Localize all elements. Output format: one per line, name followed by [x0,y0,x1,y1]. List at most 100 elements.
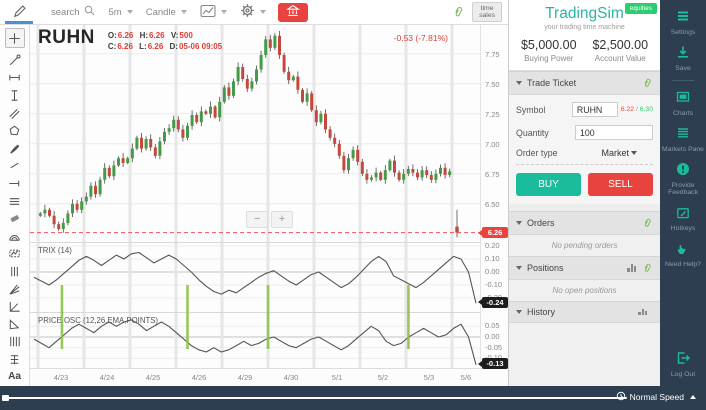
positions-header[interactable]: Positions [509,256,660,280]
zoom-in-button[interactable]: + [271,211,293,228]
speed-control[interactable]: Normal Speed [616,391,696,403]
x-axis-label: 5/2 [377,373,389,382]
quantity-input[interactable] [575,125,653,140]
provide-feedback-icon [675,161,691,180]
price-osc-label: PRICE OSC (12,26,EMA,POINTS) [38,316,159,325]
order-type-select[interactable]: Market [601,148,637,158]
trix-pane[interactable]: TRIX (14) [30,242,480,312]
price-osc-value-badge: -0.13 [478,358,508,370]
trading-sidebar: equities TradingSim your trading time ma… [508,0,660,386]
gann-angles-tool-icon[interactable] [5,298,25,315]
iconbar-item-hotkeys[interactable]: Hotkeys [661,205,705,233]
trix-value-badge: -0.24 [478,296,508,308]
paperclip-icon[interactable] [642,262,653,274]
search-label: search [51,6,80,18]
bar-chart-icon [627,264,636,272]
brush-tool-icon[interactable] [5,140,25,157]
x-axis-label: 4/24 [99,373,115,382]
account-value-stat: $2,500.00 Account Value [592,38,649,63]
iconbar-item-need-help[interactable]: Need Help? [661,241,705,269]
chart-type-value: Candle [145,6,176,18]
draw-tools-tab[interactable] [0,0,38,24]
xabcd-pattern-tool-icon[interactable] [5,246,25,263]
history-header[interactable]: History [509,301,660,323]
iconbar-item-markets-pane[interactable]: Markets Pane [661,125,705,153]
bank-button[interactable] [277,2,308,22]
collapse-triangle-icon [516,81,522,85]
triangle-tool-icon[interactable] [5,316,25,333]
zoom-controls: − + [246,211,293,228]
chevron-down-icon [126,10,133,14]
save-icon [675,44,691,63]
order-type-label: Order type [516,148,558,158]
x-axis-label: 4/23 [53,373,69,382]
attachment-paperclip-icon[interactable] [452,5,465,19]
clock-icon [616,391,626,403]
sell-button[interactable]: SELL [588,173,653,196]
app-tagline: your trading time machine [544,24,625,31]
x-axis-label: 5/6 [460,373,472,382]
gann-grid-tool-icon[interactable] [5,351,25,368]
symbol-input[interactable] [571,102,618,117]
equities-badge: equities [624,3,657,14]
ray-tool-icon[interactable] [5,175,25,192]
chart-toolbar: search 5m Candle [0,0,508,25]
symbol-search[interactable]: search [51,4,96,20]
eraser-tool-icon[interactable] [5,210,25,227]
polygon-tool-icon[interactable] [5,122,25,139]
axis-tick: 0.00 [485,267,500,276]
chevron-up-icon [690,395,696,399]
price-pane[interactable] [30,25,480,242]
trix-indicator-chart[interactable] [30,243,480,312]
horizontal-line-tool-icon[interactable] [5,70,25,87]
trade-ticket-header[interactable]: Trade Ticket [509,71,660,95]
bars-pattern-tool-icon[interactable] [5,334,25,351]
zoom-out-button[interactable]: − [246,211,268,228]
axis-tick: -0.05 [485,342,503,352]
trend-line-tool-icon[interactable] [5,52,25,69]
axis-tick: 0.00 [485,332,500,341]
chart-type-dropdown[interactable]: Candle [146,7,187,18]
vertical-lines-tool-icon[interactable] [5,263,25,280]
chevron-down-icon [220,10,227,14]
iconbar-item-save[interactable]: Save [661,44,705,72]
buy-button[interactable]: BUY [516,173,581,196]
charts-icon [675,89,691,108]
iconbar-item-charts[interactable]: Charts [661,89,705,117]
x-axis-label: 4/25 [145,373,161,382]
x-axis-label: 4/29 [237,373,253,382]
drawing-toolbar: Aa [0,25,30,386]
crosshair-tool-icon[interactable] [4,28,25,48]
x-axis: 4/23 4/24 4/25 4/26 4/29 4/30 5/1 5/2 5/3 5/6 [30,368,508,386]
gann-arcs-tool-icon[interactable] [5,228,25,245]
replay-progress-track[interactable] [3,397,627,399]
short-line-tool-icon[interactable] [5,158,25,175]
iconbar-item-settings[interactable]: Settings [661,8,705,36]
fib-retracement-tool-icon[interactable] [5,193,25,210]
parallel-channel-tool-icon[interactable] [5,105,25,122]
price-axis[interactable]: 7.75 7.50 7.25 7.00 6.75 6.50 6.26 0.20 0.10 0.00… [478,25,508,370]
indicators-dropdown[interactable] [200,4,227,21]
candlestick-chart[interactable] [30,25,480,242]
text-tool-icon[interactable]: Aa [8,371,21,383]
chart-settings-dropdown[interactable] [240,3,266,21]
time-sales-button[interactable]: time sales [472,2,502,22]
log-out-icon [675,350,691,369]
sidebar-filler [509,323,660,386]
pitchfork-tool-icon[interactable] [5,281,25,298]
paperclip-icon[interactable] [642,77,653,89]
chart-legend: RUHN O:6.26 H:6.26 V:500 C:6.26 L:6.26 D… [38,27,222,52]
price-osc-pane[interactable]: PRICE OSC (12,26,EMA,POINTS) [30,312,480,368]
need-help-icon [675,241,691,260]
iconbar-item-provide-feedback[interactable]: Provide Feedback [661,161,705,197]
axis-tick: 7.25 [485,109,500,119]
orders-header[interactable]: Orders [509,211,660,235]
timeframe-dropdown[interactable]: 5m [109,7,133,18]
trade-ticket-body: Symbol 6.22 / 6.30 Quantity Order type M… [509,95,660,204]
collapse-triangle-icon [516,221,522,225]
collapse-triangle-icon [516,266,522,270]
vertical-line-tool-icon[interactable] [5,87,25,104]
iconbar-item-log-out[interactable]: Log Out [661,350,705,378]
paperclip-icon[interactable] [642,217,653,229]
